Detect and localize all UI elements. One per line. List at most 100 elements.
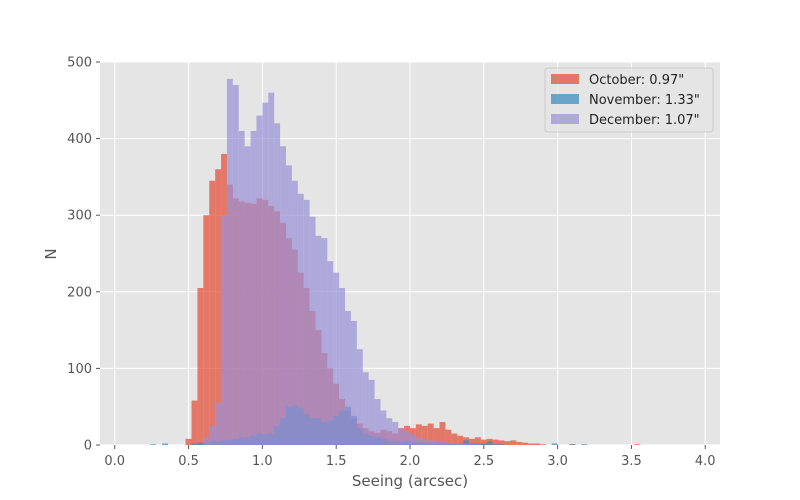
histogram-bar bbox=[226, 78, 233, 446]
histogram-bar bbox=[581, 444, 588, 445]
legend-label: November: 1.33" bbox=[589, 93, 700, 108]
x-tick-label: 1.5 bbox=[326, 454, 347, 469]
histogram-bar bbox=[486, 441, 493, 445]
histogram-bar bbox=[498, 444, 505, 445]
histogram-bar bbox=[250, 130, 257, 445]
y-tick-label: 500 bbox=[67, 56, 92, 71]
histogram-bar bbox=[534, 443, 540, 445]
histogram-bar bbox=[350, 320, 357, 445]
histogram-bar bbox=[321, 238, 328, 445]
histogram-bar bbox=[232, 84, 239, 445]
histogram-bar bbox=[445, 429, 452, 445]
histogram-bar bbox=[197, 442, 204, 445]
y-tick-label: 0 bbox=[84, 439, 92, 454]
histogram-bar bbox=[191, 400, 198, 445]
histogram-bar bbox=[191, 443, 198, 445]
histogram-bar bbox=[309, 216, 316, 445]
histogram-bar bbox=[445, 442, 452, 445]
histogram-bar bbox=[522, 442, 529, 445]
histogram-bar bbox=[280, 146, 286, 445]
legend-swatch bbox=[551, 94, 579, 104]
histogram-bar bbox=[492, 439, 499, 445]
legend: October: 0.97" November: 1.33" December: 1… bbox=[544, 67, 714, 133]
legend-swatch bbox=[551, 74, 579, 84]
histogram-bar bbox=[291, 180, 298, 446]
series-2-bars bbox=[203, 78, 481, 446]
histogram-bar bbox=[504, 441, 511, 445]
histogram-bar bbox=[327, 261, 334, 445]
y-axis-title: N bbox=[42, 248, 60, 259]
histogram-bar bbox=[433, 428, 440, 445]
histogram-bar bbox=[238, 130, 245, 445]
histogram-bar bbox=[480, 439, 487, 445]
histogram-bar bbox=[274, 123, 281, 445]
x-tick-label: 4.0 bbox=[695, 454, 716, 469]
y-tick-label: 400 bbox=[67, 132, 92, 147]
histogram-bar bbox=[209, 425, 216, 445]
x-tick-label: 3.5 bbox=[621, 454, 642, 469]
histogram-bar bbox=[209, 180, 216, 446]
x-tick-label: 2.5 bbox=[473, 454, 494, 469]
histogram-bar bbox=[469, 438, 475, 445]
histogram-bar bbox=[197, 287, 204, 445]
histogram-bar bbox=[415, 437, 422, 445]
histogram-bar bbox=[398, 428, 405, 445]
histogram-bar bbox=[433, 441, 440, 445]
histogram-bar bbox=[569, 444, 576, 445]
histogram-bar bbox=[474, 437, 481, 445]
histogram-bar bbox=[368, 379, 375, 445]
legend-label: October: 0.97" bbox=[589, 73, 684, 88]
histogram-bar bbox=[510, 440, 517, 445]
histogram-bar bbox=[215, 169, 222, 446]
histogram-bar bbox=[303, 199, 310, 445]
histogram-bar bbox=[203, 437, 210, 445]
x-tick-label: 0.0 bbox=[104, 454, 125, 469]
y-tick-label: 200 bbox=[67, 285, 92, 300]
histogram-bar bbox=[463, 440, 470, 445]
histogram-bar bbox=[262, 102, 269, 446]
histogram-bar bbox=[427, 440, 434, 445]
histogram-bar bbox=[150, 444, 157, 445]
histogram-bar bbox=[339, 287, 346, 445]
histogram-bar bbox=[457, 435, 464, 445]
histogram-bar bbox=[392, 422, 399, 445]
x-tick-label: 3.0 bbox=[547, 454, 568, 469]
histogram-bar bbox=[451, 433, 458, 445]
histogram-bar bbox=[162, 443, 168, 445]
histogram-bar bbox=[203, 215, 210, 445]
histogram-bar bbox=[439, 441, 446, 445]
histogram-bar bbox=[362, 372, 369, 445]
histogram-bar bbox=[451, 442, 458, 445]
y-axis-ticks: 0 100 200 300 400 500 bbox=[67, 56, 100, 454]
x-axis-ticks: 0.0 0.5 1.0 1.5 2.0 2.5 3.0 3.5 4.0 bbox=[104, 445, 716, 469]
histogram-bar bbox=[404, 431, 410, 445]
legend-label: December: 1.07" bbox=[589, 113, 700, 128]
histogram-bar bbox=[185, 438, 192, 445]
x-axis-title: Seeing (arcsec) bbox=[352, 472, 468, 490]
histogram-bar bbox=[256, 115, 263, 446]
histogram-bar bbox=[469, 444, 475, 445]
histogram-bar bbox=[480, 443, 487, 445]
histogram-bar bbox=[244, 146, 251, 445]
histogram-bar bbox=[427, 423, 434, 445]
histogram-bar bbox=[315, 235, 322, 445]
legend-swatch bbox=[551, 114, 579, 124]
y-tick-label: 300 bbox=[67, 209, 92, 224]
histogram-bar bbox=[215, 402, 222, 445]
x-tick-label: 0.5 bbox=[178, 454, 199, 469]
x-tick-label: 1.0 bbox=[252, 454, 273, 469]
histogram-bars bbox=[150, 78, 641, 446]
histogram-bar bbox=[551, 443, 558, 445]
histogram-bar bbox=[421, 425, 428, 445]
histogram-bar bbox=[539, 444, 546, 445]
histogram-bar bbox=[457, 443, 464, 445]
x-tick-label: 2.0 bbox=[400, 454, 421, 469]
histogram-bar bbox=[268, 92, 275, 445]
histogram-bar bbox=[221, 215, 227, 445]
histogram-bar bbox=[516, 441, 523, 445]
histogram-bar bbox=[286, 165, 292, 445]
histogram-bar bbox=[528, 443, 534, 445]
histogram-bar bbox=[345, 310, 351, 445]
histogram-bar bbox=[415, 424, 422, 445]
histogram-bar bbox=[356, 349, 363, 445]
